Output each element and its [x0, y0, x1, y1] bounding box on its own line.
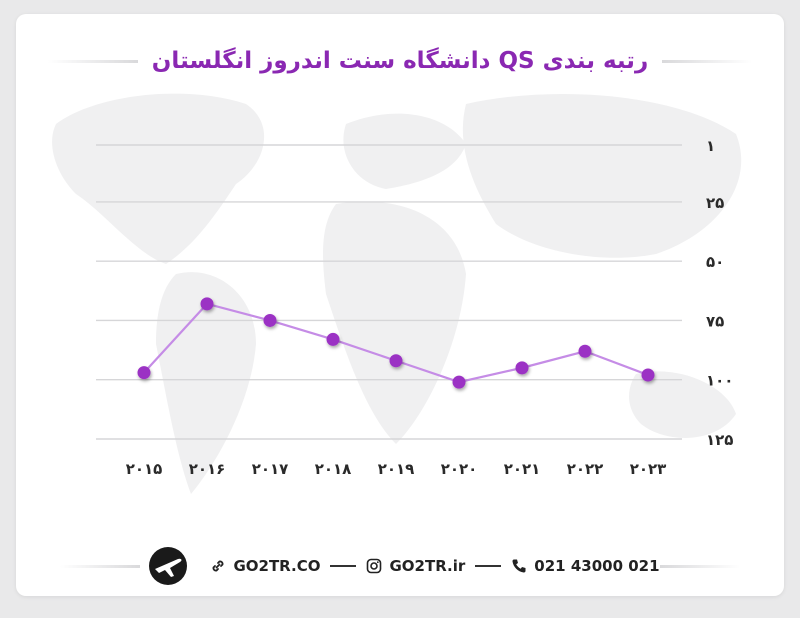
airplane-logo-icon [149, 547, 188, 585]
instagram-item[interactable]: GO2TR.ir [366, 557, 465, 575]
x-tick-label: ۲۰۱۶ [189, 460, 226, 478]
footer: GO2TR.CO GO2TR.ir 021 43000 021 [16, 544, 784, 588]
data-point [389, 354, 403, 368]
title-row: رتبه بندی QS دانشگاه سنت اندروز انگلستان [16, 44, 784, 78]
phone-item[interactable]: 021 43000 021 [511, 557, 660, 575]
phone-icon [512, 559, 526, 573]
data-point [200, 297, 214, 311]
x-tick-label: ۲۰۲۰ [441, 460, 478, 478]
data-point [515, 361, 529, 375]
instagram-text: GO2TR.ir [389, 557, 466, 575]
link-icon [213, 560, 224, 572]
data-point [326, 332, 340, 346]
phone-text: 021 43000 021 [534, 557, 660, 575]
series-line [143, 302, 649, 384]
data-point [452, 375, 466, 389]
y-tick-label: ۷۵ [706, 312, 724, 330]
title-divider-left [47, 59, 138, 63]
x-tick-label: ۲۰۱۵ [126, 460, 163, 478]
y-tick-label: ۱ [706, 137, 715, 155]
x-tick-label: ۲۰۱۹ [378, 460, 415, 478]
chart-card: رتبه بندی QS دانشگاه سنت اندروز انگلستان… [16, 14, 784, 596]
x-tick-label: ۲۰۱۸ [315, 460, 352, 478]
data-point [137, 366, 151, 380]
data-point [641, 368, 655, 382]
y-tick-label: ۱۲۵ [706, 431, 733, 449]
website-item[interactable]: GO2TR.CO [210, 557, 320, 575]
title-divider-right [662, 59, 753, 63]
y-tick-label: ۱۰۰ [706, 372, 733, 390]
footer-divider-right [659, 564, 740, 568]
y-tick-label: ۵۰ [706, 253, 724, 271]
x-tick-label: ۲۰۲۲ [567, 460, 604, 478]
data-point [578, 344, 592, 358]
y-tick-label: ۲۵ [706, 194, 724, 212]
footer-divider-left [60, 564, 141, 568]
x-tick-label: ۲۰۱۷ [252, 460, 289, 478]
x-tick-label: ۲۰۲۳ [630, 460, 667, 478]
instagram-icon [367, 558, 382, 574]
data-point [263, 313, 277, 327]
chart-title: رتبه بندی QS دانشگاه سنت اندروز انگلستان [151, 48, 649, 74]
website-text: GO2TR.CO [233, 557, 321, 575]
footer-separator [475, 565, 502, 567]
footer-separator [330, 565, 357, 567]
x-tick-label: ۲۰۲۱ [504, 460, 541, 478]
